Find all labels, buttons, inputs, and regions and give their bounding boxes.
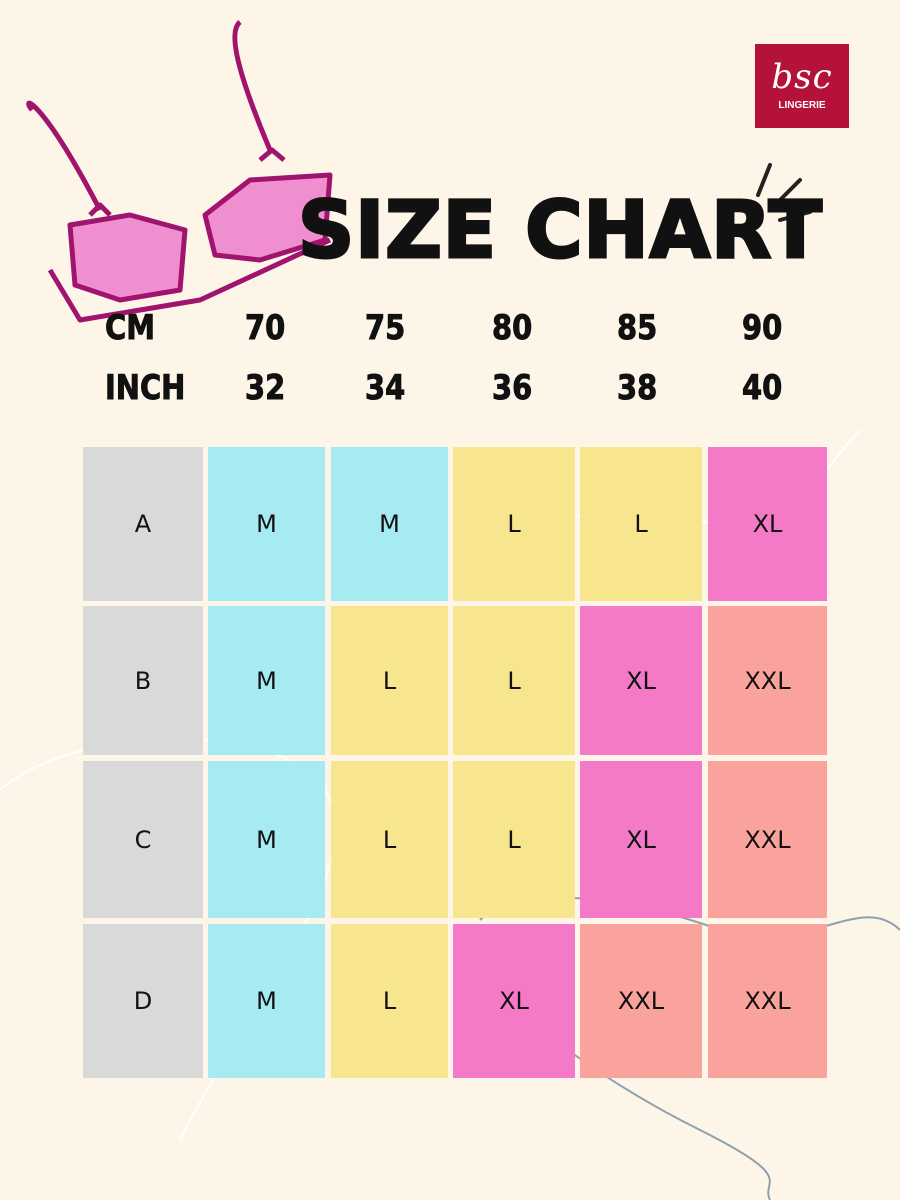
size-cell: XXL (580, 924, 702, 1078)
size-cell: L (453, 606, 575, 755)
size-cell: XXL (708, 924, 827, 1078)
size-cell: M (208, 447, 325, 601)
header-value: 34 (365, 368, 406, 409)
header-value: 85 (617, 308, 658, 349)
header-label: CM (105, 308, 156, 349)
size-cell: XL (453, 924, 575, 1078)
header-value: 40 (742, 368, 783, 409)
size-cell: XL (580, 606, 702, 755)
size-cell: M (208, 606, 325, 755)
sparkle-icon (756, 163, 812, 222)
size-cell: XXL (708, 761, 827, 918)
page-title: SIZE CHART (297, 185, 824, 278)
header-value: 75 (365, 308, 406, 349)
header-label: INCH (105, 368, 186, 409)
size-cell: XL (708, 447, 827, 601)
size-cell: M (208, 924, 325, 1078)
logo-subtitle: LINGERIE (778, 100, 826, 111)
size-cell: L (331, 761, 448, 918)
cup-cell: D (83, 924, 203, 1078)
size-cell: L (331, 924, 448, 1078)
bra-illustration-icon (26, 20, 333, 323)
size-cell: M (208, 761, 325, 918)
size-cell: L (453, 447, 575, 601)
size-cell: L (580, 447, 702, 601)
header-value: 90 (742, 308, 783, 349)
size-cell: XXL (708, 606, 827, 755)
cup-cell: B (83, 606, 203, 755)
size-cell: L (453, 761, 575, 918)
cup-cell: C (83, 761, 203, 918)
size-cell: L (331, 606, 448, 755)
header-value: 70 (245, 308, 286, 349)
header-value: 32 (245, 368, 286, 409)
size-cell: M (331, 447, 448, 601)
cup-cell: A (83, 447, 203, 601)
logo-text: bsc (771, 57, 833, 97)
brand-logo: bsc LINGERIE (755, 44, 849, 128)
header-value: 80 (492, 308, 533, 349)
header-value: 38 (617, 368, 658, 409)
header-value: 36 (492, 368, 533, 409)
size-cell: XL (580, 761, 702, 918)
